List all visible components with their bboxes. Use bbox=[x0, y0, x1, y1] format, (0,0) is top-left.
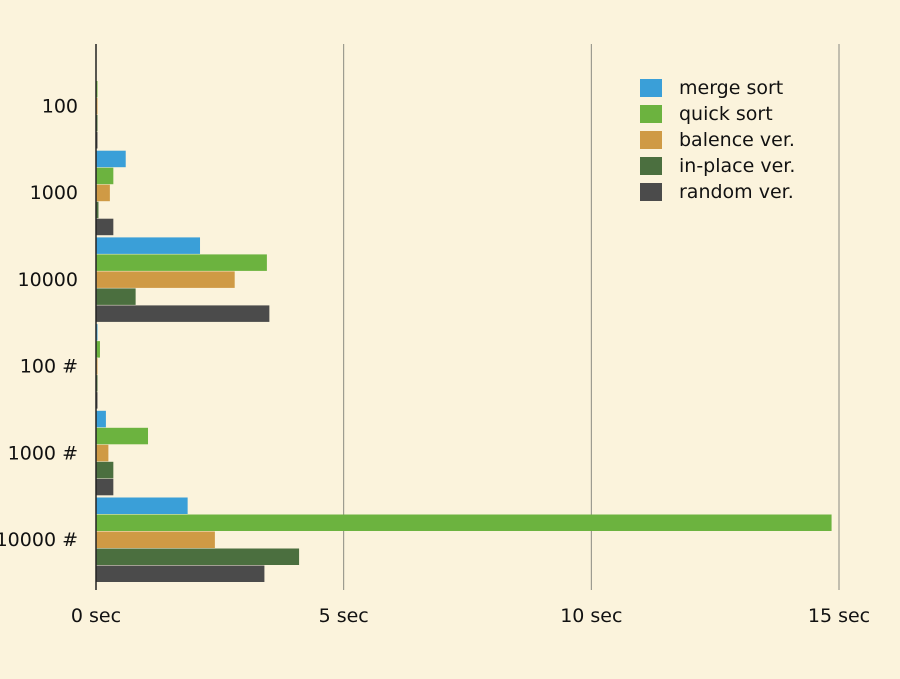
category-label: 1000 # bbox=[8, 442, 78, 464]
bar-random-ver--1000 bbox=[96, 218, 114, 236]
bar-balence-ver--1000 bbox=[96, 444, 109, 462]
legend-swatch bbox=[640, 105, 662, 123]
bar-quick-sort-1000 bbox=[96, 167, 114, 185]
legend-label: in-place ver. bbox=[679, 155, 795, 177]
bar-in-place-ver--10000 bbox=[96, 548, 300, 565]
x-tick-label: 15 sec bbox=[808, 605, 870, 627]
category-label: 10000 # bbox=[0, 529, 78, 551]
bar-quick-sort-10000 bbox=[96, 514, 832, 531]
bar-in-place-ver--1000 bbox=[96, 201, 99, 219]
x-tick-label: 5 sec bbox=[319, 605, 369, 627]
bar-random-ver--10000 bbox=[96, 305, 270, 322]
bar-merge-sort-1000 bbox=[96, 150, 126, 168]
bar-quick-sort-100 bbox=[96, 341, 100, 358]
grid-lines bbox=[343, 44, 840, 590]
legend-swatch bbox=[640, 157, 662, 175]
bar-in-place-ver--1000 bbox=[96, 461, 114, 479]
bar-quick-sort-10000 bbox=[96, 254, 267, 271]
legend-label: random ver. bbox=[679, 181, 794, 203]
bar-in-place-ver--10000 bbox=[96, 288, 136, 305]
bar-merge-sort-10000 bbox=[96, 497, 188, 514]
bar-merge-sort-10000 bbox=[96, 237, 201, 254]
bar-balence-ver--10000 bbox=[96, 271, 235, 288]
axes: 100 1000 10000 100 # 1000 # 10000 # 0 sec 5 sec… bbox=[0, 44, 870, 627]
category-label: 10000 bbox=[18, 269, 78, 291]
category-label: 100 # bbox=[20, 356, 78, 378]
category-label: 100 bbox=[42, 96, 78, 118]
legend-swatch bbox=[640, 183, 662, 201]
bar-random-ver--1000 bbox=[96, 478, 114, 496]
bars bbox=[96, 81, 832, 582]
legend-swatch bbox=[640, 79, 662, 97]
category-label: 1000 bbox=[30, 182, 78, 204]
bar-balence-ver--1000 bbox=[96, 184, 110, 202]
bar-quick-sort-1000 bbox=[96, 427, 149, 445]
x-tick-label: 0 sec bbox=[71, 605, 121, 627]
legend-swatch bbox=[640, 131, 662, 149]
bar-random-ver--10000 bbox=[96, 565, 265, 582]
legend-label: merge sort bbox=[679, 77, 783, 99]
bar-balence-ver--10000 bbox=[96, 531, 215, 548]
legend-label: quick sort bbox=[679, 103, 773, 125]
legend-label: balence ver. bbox=[679, 129, 795, 151]
bar-merge-sort-1000 bbox=[96, 410, 106, 428]
legend: merge sort quick sort balence ver. in-place… bbox=[640, 77, 795, 203]
x-tick-label: 10 sec bbox=[560, 605, 622, 627]
